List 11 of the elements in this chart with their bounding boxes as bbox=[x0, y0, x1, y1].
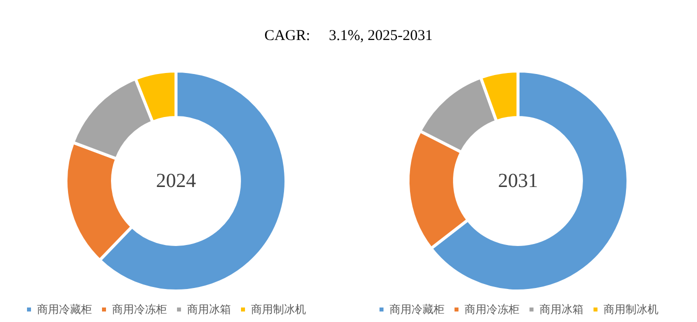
text: 2031 bbox=[498, 170, 538, 192]
legend-label: 商用制冰机 bbox=[251, 303, 306, 316]
text: CAGR: 3.1%, 2025-2031 bbox=[263, 28, 434, 45]
legend-label: 商用冷藏柜 bbox=[37, 303, 92, 316]
legend-label: 商用冰箱 bbox=[187, 303, 231, 316]
text: 2024 bbox=[156, 170, 196, 192]
legend-label: 商用冰箱 bbox=[540, 303, 584, 316]
legend-label: 商用冷冻柜 bbox=[112, 303, 167, 316]
legend-label: 商用冷冻柜 bbox=[464, 303, 520, 316]
legend-label: 商用制冰机 bbox=[604, 303, 658, 316]
legend-label: 商用冷藏柜 bbox=[390, 303, 444, 316]
